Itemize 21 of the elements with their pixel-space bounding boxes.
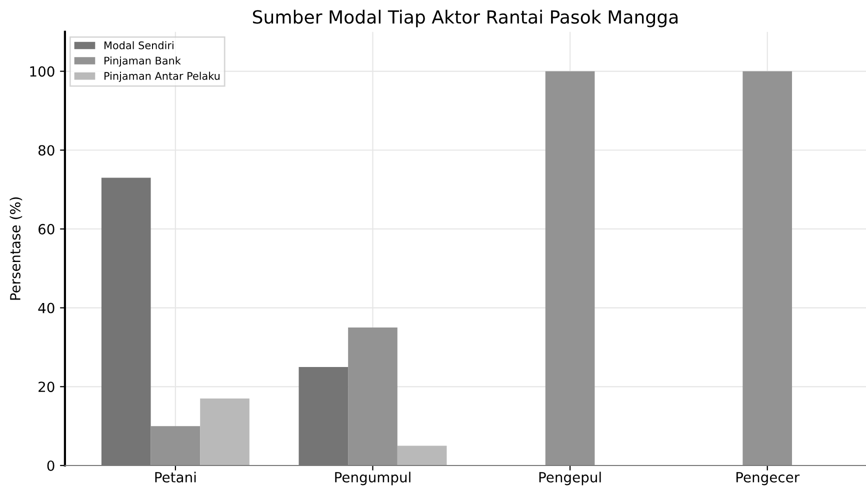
x-tick-label: Pengumpul xyxy=(335,472,410,486)
chart-title: Sumber Modal Tiap Aktor Rantai Pasok Mangga xyxy=(252,10,678,28)
y-axis-title: Persentase (%) xyxy=(10,197,22,300)
legend-label: Pinjaman Bank xyxy=(104,56,181,67)
bar xyxy=(200,398,250,466)
y-tick-label: 40 xyxy=(38,302,54,314)
y-tick-label: 60 xyxy=(38,224,54,234)
x-tick-label: Petani xyxy=(155,472,196,482)
y-tick-label: 20 xyxy=(38,382,54,392)
bar xyxy=(742,71,792,466)
legend-label: Modal Sendiri xyxy=(104,41,174,50)
y-tick-label: 100 xyxy=(30,66,54,77)
bar xyxy=(397,446,447,466)
x-tick-label: Pengecer xyxy=(736,472,800,486)
y-tick-label: 0 xyxy=(47,460,54,471)
bar xyxy=(150,426,200,466)
x-tick-label: Pengepul xyxy=(539,472,601,486)
bar xyxy=(545,71,595,466)
y-tick-label: 80 xyxy=(38,145,54,156)
bar xyxy=(348,328,398,466)
legend-label: Pinjaman Antar Pelaku xyxy=(104,72,220,82)
